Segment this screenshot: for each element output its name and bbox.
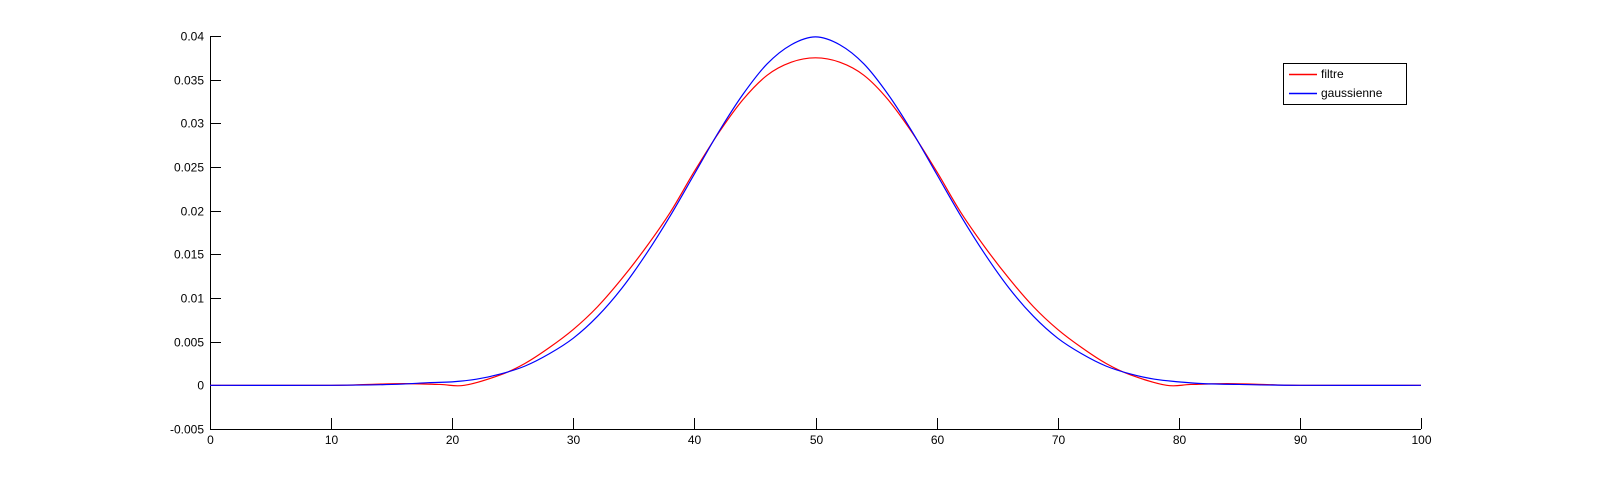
series-line-gaussienne [209,36,1422,386]
x-tick-label: 40 [688,433,702,447]
y-tick-label: 0.03 [181,117,205,131]
legend: filtre gaussienne [1283,63,1407,105]
x-tick-label: 20 [446,433,460,447]
y-axis-ticks: -0.005 0 0.005 0.01 0.015 0.02 0.025 0.03 0.035 0… [170,30,221,437]
x-tick-label: 10 [325,433,339,447]
legend-label-gaussienne: gaussienne [1321,86,1383,100]
y-tick-label: 0.01 [181,292,205,306]
x-axis-ticks: 0 10 20 30 40 50 60 70 80 90 100 [207,418,1432,447]
x-tick-label: 80 [1173,433,1187,447]
x-tick-label: 30 [567,433,581,447]
series-layer [209,36,1422,387]
y-tick-label: 0.015 [174,248,204,262]
y-tick-label: -0.005 [170,423,204,437]
x-tick-label: 0 [207,433,214,447]
y-tick-label: 0 [197,379,204,393]
x-tick-label: 70 [1052,433,1066,447]
y-tick-label: 0.02 [181,205,205,219]
plot-area: 0 10 20 30 40 50 60 70 80 90 100 -0.00500.0050.010… [170,30,1432,448]
y-tick-label: 0.04 [181,30,205,44]
y-tick-label: 0.025 [174,161,204,175]
x-tick-label: 60 [931,433,945,447]
series-line-filtre [209,57,1422,387]
x-tick-label: 90 [1294,433,1308,447]
legend-label-filtre: filtre [1321,67,1344,81]
y-tick-label: 0.035 [174,74,204,88]
legend-box [1283,63,1407,105]
y-tick-label: 0.005 [174,336,204,350]
x-tick-label: 100 [1411,433,1431,447]
x-tick-label: 50 [810,433,824,447]
